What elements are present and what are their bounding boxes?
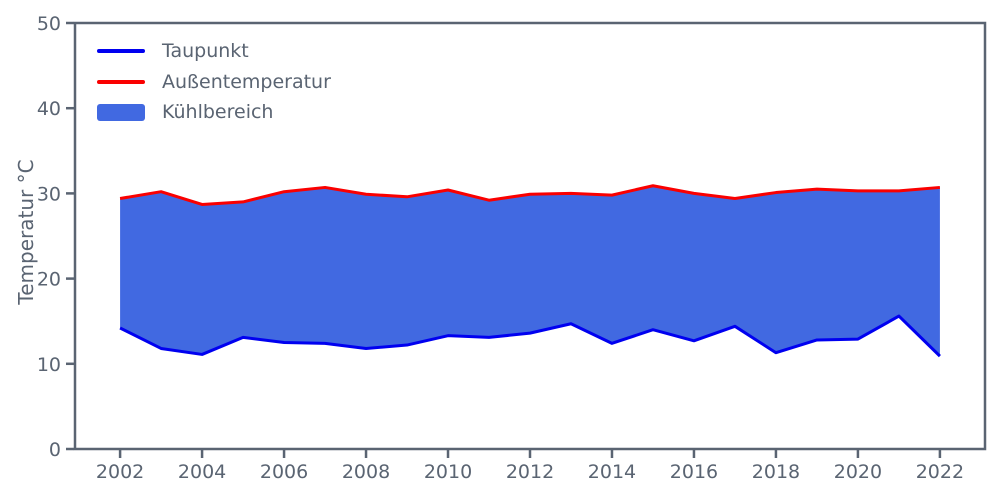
x-axis-tick-label: 2004: [178, 461, 226, 483]
y-axis-tick-label: 30: [37, 183, 61, 205]
x-axis-tick-label: 2002: [96, 461, 144, 483]
taupunkt-line-swatch: [97, 49, 145, 54]
plot-border: [73, 21, 987, 451]
y-axis-tick-label: 0: [49, 439, 61, 461]
y-axis-title: Temperatur °C: [14, 159, 38, 305]
taupunkt-line: [119, 314, 941, 358]
aussentemperatur-line-swatch: [97, 79, 145, 84]
x-axis-tick-label: 2008: [342, 461, 390, 483]
x-axis-tick-label: 2012: [506, 461, 554, 483]
y-axis-tick-label: 50: [37, 13, 61, 35]
x-axis-tick-label: 2018: [752, 461, 800, 483]
x-axis-tick-label: 2020: [834, 461, 882, 483]
kuehlbereich-fill-swatch: [97, 103, 145, 121]
x-axis-tick-label: 2016: [670, 461, 718, 483]
y-axis-tick-label: 40: [37, 98, 61, 120]
legend-item-aussentemperatur: Außentemperatur: [97, 67, 331, 98]
x-axis-tick-label: 2010: [424, 461, 472, 483]
y-axis-tick-label: 10: [37, 354, 61, 376]
x-axis-tick-label: 2014: [588, 461, 636, 483]
legend-item-kuehlbereich: Kühlbereich: [97, 97, 331, 128]
legend-item-taupunkt: Taupunkt: [97, 36, 331, 67]
x-axis-tick-label: 2006: [260, 461, 308, 483]
legend-label-aussentemperatur: Außentemperatur: [162, 70, 331, 93]
aussentemperatur-line: [119, 184, 941, 206]
legend: Taupunkt Außentemperatur Kühlbereich: [97, 36, 331, 128]
legend-label-taupunkt: Taupunkt: [162, 40, 249, 63]
kuehlbereich-area-fill: [120, 185, 940, 357]
legend-label-kuehlbereich: Kühlbereich: [162, 101, 274, 124]
x-axis-tick-label: 2022: [916, 461, 964, 483]
y-axis-tick-label: 20: [37, 269, 61, 291]
